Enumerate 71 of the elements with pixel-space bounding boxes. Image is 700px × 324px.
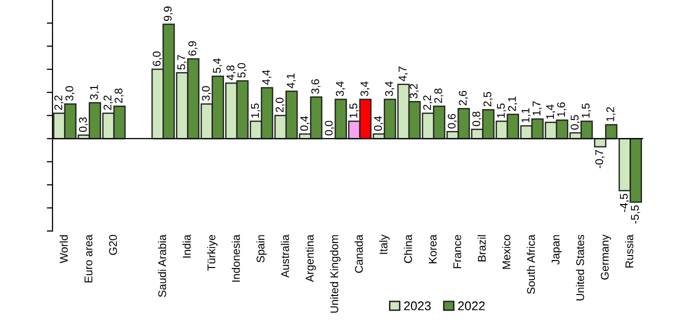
data-label: 2,0 <box>276 98 285 112</box>
data-label: 3,0 <box>65 86 75 101</box>
data-label: 1,1 <box>522 108 531 122</box>
data-label: 0,8 <box>472 112 482 126</box>
data-label: 5,0 <box>238 63 247 78</box>
x-tick-label: France <box>453 234 462 268</box>
x-tick-label: Indonesia <box>232 234 240 282</box>
data-label: 3,4 <box>385 81 394 96</box>
data-label: 4,4 <box>262 70 272 85</box>
x-tick-label: South Africa <box>526 234 535 294</box>
data-label: 1,7 <box>532 101 542 116</box>
data-label: 0,4 <box>374 116 384 131</box>
data-label: 0,6 <box>448 114 457 128</box>
data-label: 2,8 <box>434 88 444 103</box>
data-label: -5,5 <box>631 205 640 224</box>
legend-label: 2023 <box>404 301 431 310</box>
data-label: 1,2 <box>606 107 616 122</box>
data-label: 3,6 <box>311 79 320 94</box>
x-tick-label: Brazil <box>478 235 486 262</box>
x-tick-label: Canada <box>354 234 363 273</box>
data-label: 1,4 <box>546 104 556 119</box>
data-label: 3,2 <box>410 84 419 98</box>
data-label: 5,4 <box>213 58 222 74</box>
data-label: 1,5 <box>350 104 359 118</box>
x-tick-label: Korea <box>428 234 437 264</box>
x-tick-label: Italy <box>379 234 390 254</box>
data-label: -4,5 <box>620 194 630 212</box>
data-label: 2,2 <box>54 96 64 110</box>
x-tick-label: United States <box>576 234 584 300</box>
x-tick-label: Germany <box>600 234 611 280</box>
data-label: 3,0 <box>202 86 212 101</box>
data-label: 2,5 <box>483 92 493 106</box>
data-label: 9,9 <box>164 6 173 21</box>
data-label: 0,4 <box>300 116 310 131</box>
x-tick-label: India <box>182 234 191 258</box>
data-label: 1,5 <box>582 104 591 118</box>
x-tick-label: Türkiye <box>207 234 218 271</box>
data-label: -0,7 <box>595 150 604 168</box>
data-label: 1,5 <box>497 104 506 118</box>
data-label: 2,8 <box>114 88 124 103</box>
data-label: 6,9 <box>188 41 198 56</box>
x-tick-label: Argentina <box>305 234 316 282</box>
x-tick-label: Mexico <box>502 234 510 269</box>
x-tick-label: Euro area <box>84 234 92 282</box>
x-tick-label: Japan <box>552 235 562 265</box>
data-label: 0,5 <box>570 115 580 130</box>
x-tick-label: China <box>404 234 412 263</box>
data-label: 2,2 <box>104 96 113 110</box>
data-label: 4,7 <box>398 66 408 82</box>
x-tick-label: Saudi Arabia <box>158 234 166 297</box>
data-label: 6,0 <box>152 52 162 66</box>
data-label: 3,1 <box>90 85 100 100</box>
data-label: 0,3 <box>78 117 88 132</box>
x-tick-label: Australia <box>280 234 290 278</box>
data-label: 0,0 <box>324 120 334 136</box>
legend-label: 2022 <box>458 301 485 310</box>
x-tick-label: World <box>60 235 68 264</box>
data-label: 4,8 <box>226 65 236 80</box>
data-label: 5,7 <box>177 55 186 70</box>
x-tick-label: Russia <box>625 234 634 268</box>
data-label: 2,6 <box>458 90 468 106</box>
data-label: 2,1 <box>508 96 518 112</box>
data-label: 1,5 <box>251 104 260 118</box>
data-label: 2,2 <box>423 96 432 110</box>
data-label: 4,1 <box>286 74 296 88</box>
x-tick-label: G20 <box>109 234 117 255</box>
x-tick-label: United Kingdom <box>330 235 340 313</box>
data-label: 3,4 <box>336 81 346 96</box>
data-label: 1,6 <box>557 102 566 116</box>
x-tick-label: Spain <box>256 235 267 262</box>
data-label: 3,4 <box>360 81 370 96</box>
